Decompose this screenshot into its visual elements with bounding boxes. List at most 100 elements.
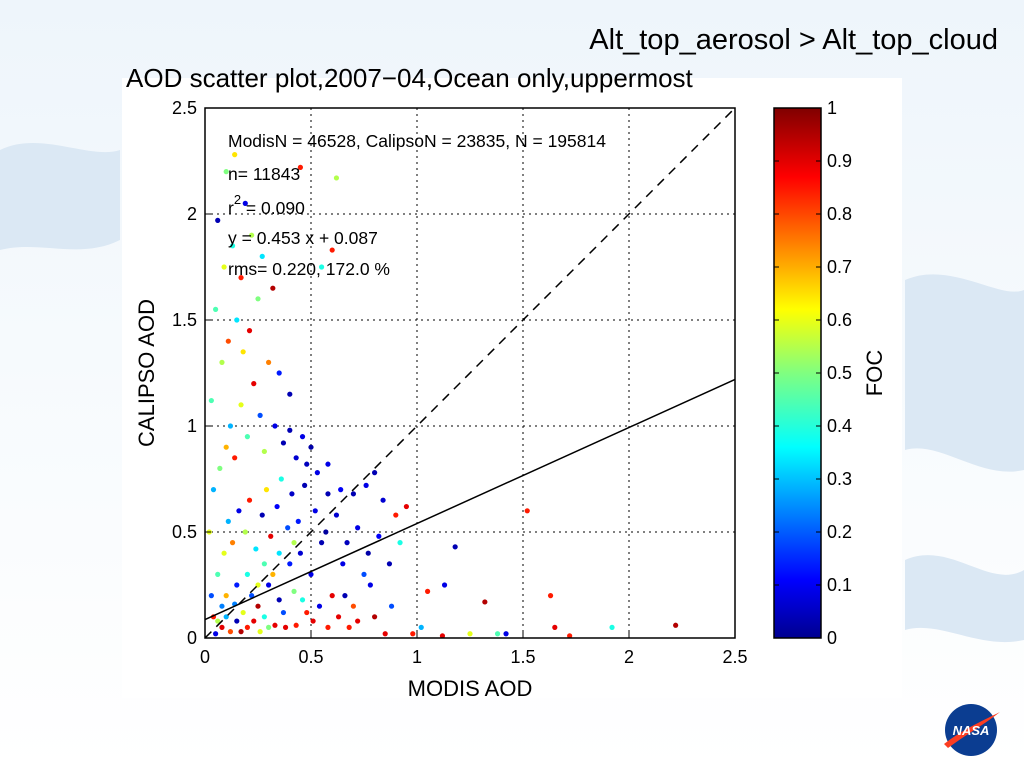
scatter-point: [308, 571, 314, 578]
colorbar: [773, 107, 822, 639]
scatter-point: [272, 423, 278, 429]
world-map-silhouette: [0, 142, 1024, 643]
scatter-point: [319, 264, 325, 270]
scatter-point: [299, 597, 306, 603]
scatter-point: [242, 529, 248, 535]
scatter-point: [293, 455, 299, 461]
scatter-point: [223, 593, 229, 599]
colorbar-tick-label: 0.1: [827, 575, 852, 595]
annotation-r2: r2 = 0.090: [228, 192, 305, 218]
scatter-point: [229, 243, 236, 249]
plot-title: AOD scatter plot,2007−04,Ocean only,uppe…: [126, 63, 693, 93]
scatter-point: [234, 317, 240, 323]
scatter-point: [234, 582, 240, 588]
scatter-point: [215, 618, 221, 624]
x-tick-label: 0.5: [298, 647, 323, 667]
scatter-point: [304, 461, 310, 467]
scatter-point: [346, 624, 352, 631]
scatter-point: [274, 503, 280, 510]
annotation-r2-exp: 2: [234, 192, 241, 207]
scatter-point: [382, 631, 388, 637]
annotation-rms: rms= 0.220, 172.0 %: [228, 259, 390, 279]
scatter-point: [319, 540, 325, 546]
scatter-point: [299, 434, 306, 440]
scatter-point: [219, 624, 225, 631]
scatter-point: [227, 423, 234, 429]
one-to-one-line: [204, 107, 736, 639]
scatter-point: [425, 588, 431, 594]
scatter-point: [363, 482, 369, 488]
scatter-point: [208, 397, 214, 404]
y-tick-label: 0: [187, 628, 197, 648]
scatter-point: [673, 622, 679, 628]
scatter-point: [215, 571, 221, 578]
x-tick-label: 0: [200, 647, 210, 667]
scatter-point: [225, 518, 231, 525]
scatter-point: [287, 391, 293, 397]
x-tick-label: 2: [624, 647, 634, 667]
scatter-point: [227, 629, 234, 635]
scatter-point: [325, 624, 331, 631]
scatter-point: [410, 631, 416, 637]
scatter-point: [482, 599, 488, 605]
scatter-point: [403, 503, 409, 510]
scatter-point: [302, 482, 308, 488]
x-tick-label: 2.5: [722, 647, 747, 667]
scatter-point: [380, 497, 386, 503]
scatter-point: [344, 540, 350, 546]
scatter-point: [524, 508, 530, 514]
scatter-point: [238, 629, 244, 635]
scatter-point: [325, 491, 331, 497]
scatter-point: [219, 603, 225, 609]
scatter-point: [249, 593, 255, 599]
scatter-point: [210, 487, 217, 493]
scatter-point: [342, 593, 348, 599]
scatter-point: [246, 328, 253, 334]
colorbar-tick-label: 0.8: [827, 204, 852, 224]
scatter-point: [350, 491, 356, 497]
annotation-n: n= 11843: [228, 164, 300, 184]
scatter-point: [213, 631, 219, 637]
y-tick-label: 1.5: [172, 310, 197, 330]
colorbar-ticks: 0 0.1 0.2 0.3 0.4 0.5 0.6 0.7 0.8 0.9 1: [774, 98, 852, 648]
axis-ticks: 0 0.5 1 1.5 2 2.5 0 0.5 1 1.5 2 2.5: [172, 98, 748, 667]
scatter-point: [308, 444, 314, 450]
scatter-point: [244, 434, 250, 440]
scatter-point: [259, 253, 265, 259]
scatter-point: [257, 412, 263, 418]
scatter-point: [223, 614, 229, 620]
regression-fit-line: [204, 378, 736, 621]
scatter-point: [323, 529, 329, 535]
scatter-point: [439, 633, 446, 639]
scatter-point: [270, 285, 276, 291]
scatter-point: [335, 614, 342, 620]
colorbar-tick-label: 0.6: [827, 310, 852, 330]
scatter-point: [329, 593, 335, 599]
scatter-point: [234, 618, 240, 624]
scatter-point: [567, 633, 573, 639]
scatter-point: [376, 533, 382, 539]
scatter-point: [240, 609, 246, 616]
scatter-point: [503, 631, 509, 637]
scatter-point: [441, 582, 448, 588]
scatter-point: [251, 381, 257, 387]
annotation-fit-equation: y = 0.453 x + 0.087: [228, 228, 378, 248]
scatter-point: [223, 169, 229, 175]
scatter-point: [276, 550, 282, 556]
scatter-point: [261, 614, 267, 620]
grid-lines: [205, 108, 735, 638]
scatter-point: [213, 306, 219, 312]
scatter-point: [291, 540, 297, 546]
scatter-point: [266, 624, 272, 631]
scatter-point: [552, 624, 558, 631]
scatter-point: [289, 491, 295, 497]
scatter-point: [609, 624, 615, 631]
x-tick-label: 1.5: [510, 647, 535, 667]
nasa-logo-text: NASA: [953, 723, 990, 738]
scatter-point: [372, 470, 378, 476]
scatter-point: [282, 624, 289, 631]
scatter-point: [372, 614, 378, 620]
scatter-point: [297, 164, 303, 170]
scatter-point: [418, 624, 424, 631]
